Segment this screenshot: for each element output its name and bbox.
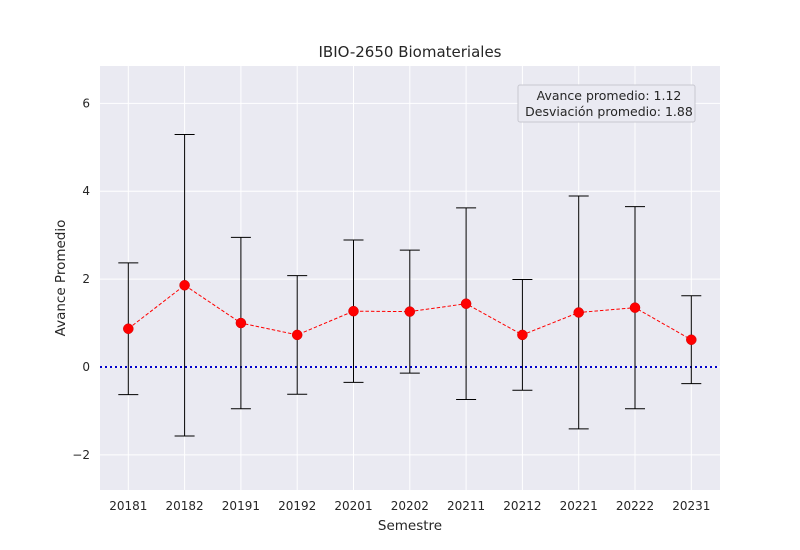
x-tick-label: 20181: [109, 499, 147, 513]
x-tick-label: 20222: [616, 499, 654, 513]
chart-title: IBIO-2650 Biomateriales: [318, 43, 501, 61]
y-tick-label: 0: [82, 360, 90, 374]
data-point: [517, 329, 528, 341]
stats-std: Desviación promedio: 1.88: [525, 104, 693, 119]
y-tick-label: 6: [82, 96, 90, 110]
x-tick-label: 20191: [222, 499, 260, 513]
data-point: [629, 302, 641, 313]
x-tick-label: 20221: [560, 499, 598, 513]
y-tick-label: 2: [82, 272, 90, 286]
stats-box-frame: [517, 84, 696, 123]
x-tick-labels: 20181 20182 20191 20192 20201 20202 20211 20212…: [109, 499, 710, 513]
data-point: [686, 334, 697, 345]
data-point: [123, 323, 134, 334]
y-tick-label: 4: [82, 184, 90, 198]
x-tick-label: 20201: [334, 499, 372, 513]
x-tick-label: 20202: [391, 499, 429, 513]
x-axis-label: Semestre: [378, 518, 442, 534]
x-tick-label: 20192: [278, 499, 316, 513]
x-tick-label: 20231: [672, 499, 710, 513]
data-point: [460, 298, 472, 309]
x-tick-label: 20182: [166, 499, 204, 513]
data-point: [348, 305, 359, 317]
data-point: [291, 329, 303, 341]
data-point: [573, 307, 584, 318]
data-point: [404, 306, 416, 317]
y-axis-label: Avance Promedio: [53, 220, 69, 337]
x-tick-label: 20212: [503, 499, 541, 513]
stats-avg: Avance promedio: 1.12: [537, 88, 682, 103]
y-tick-labels: −2 0 2 4 6: [72, 96, 90, 462]
data-point: [235, 317, 247, 329]
y-tick-label: −2: [72, 448, 90, 462]
stats-box: Avance promedio: 1.12 Desviación promedi…: [517, 84, 696, 123]
x-tick-label: 20211: [447, 499, 485, 513]
data-point: [179, 279, 190, 291]
data-markers: [123, 279, 697, 345]
